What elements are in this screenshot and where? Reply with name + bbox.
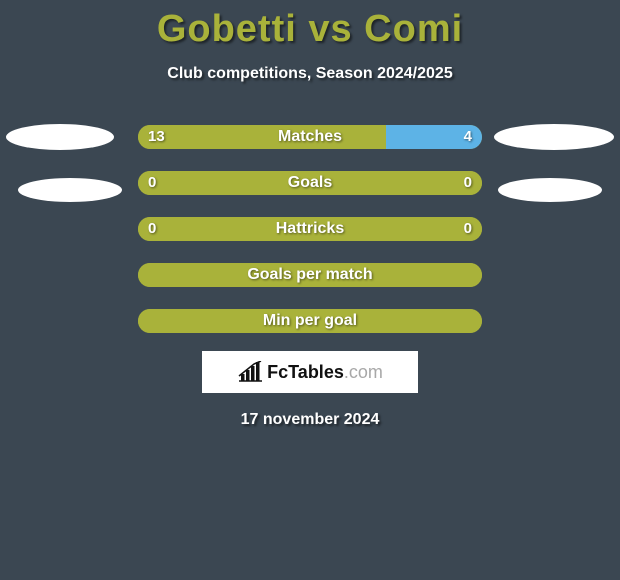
stat-row: Goals per match [0,263,620,287]
stat-bar-track: 00Goals [138,171,482,195]
stat-label: Matches [138,125,482,149]
avatar-ellipse [498,178,602,202]
logo-suffix: .com [344,362,383,382]
logo-text: FcTables.com [267,362,383,383]
avatar-ellipse [494,124,614,150]
logo-box: FcTables.com [202,351,418,393]
date-text: 17 november 2024 [0,411,620,429]
logo-brand: FcTables [267,362,344,382]
stat-bar-track: Min per goal [138,309,482,333]
stat-bar-track: 00Hattricks [138,217,482,241]
stat-row: Min per goal [0,309,620,333]
avatar-ellipse [6,124,114,150]
stat-row: 00Hattricks [0,217,620,241]
stat-label: Min per goal [138,309,482,333]
stat-label: Hattricks [138,217,482,241]
stat-bar-track: 134Matches [138,125,482,149]
avatar-ellipse [18,178,122,202]
stat-label: Goals per match [138,263,482,287]
stat-label: Goals [138,171,482,195]
stats-container: 134Matches 00Goals 00Hattricks Goals per ma… [0,125,620,333]
bar-chart-icon [237,361,263,383]
subtitle: Club competitions, Season 2024/2025 [0,65,620,83]
stat-bar-track: Goals per match [138,263,482,287]
page-title: Gobetti vs Comi [0,0,620,51]
